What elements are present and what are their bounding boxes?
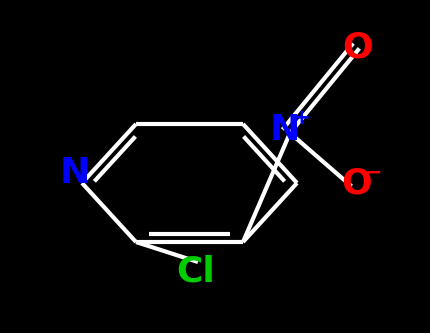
Text: O: O (341, 166, 372, 200)
Text: −: − (365, 163, 383, 183)
Text: +: + (293, 108, 311, 128)
Text: O: O (343, 30, 373, 64)
Text: Cl: Cl (177, 255, 215, 289)
Text: N: N (270, 113, 300, 147)
Text: N: N (60, 156, 90, 190)
